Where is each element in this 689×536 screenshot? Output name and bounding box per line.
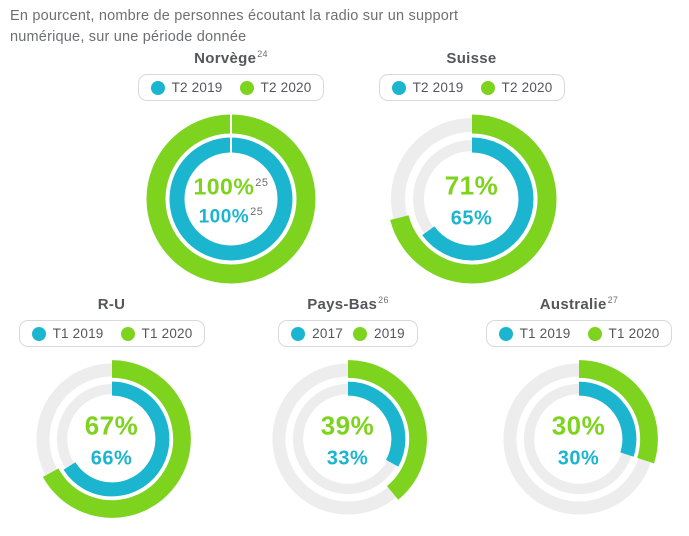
chart-pays-bas: Pays-Bas26 2017 2019 39% 33%	[233, 290, 463, 523]
teal-dot-icon	[31, 326, 46, 341]
green-dot-icon	[353, 326, 367, 341]
legend-item-new: T2 2020	[239, 80, 312, 95]
donut-suisse: 71% 65%	[382, 109, 562, 289]
legend-item-old: T2 2019	[150, 80, 223, 95]
chart-australie: Australie27 T1 2019 T1 2020 30% 30%	[464, 290, 689, 523]
donut-pays-bas: 39% 33%	[264, 355, 432, 523]
donut-australie: 30% 30%	[495, 355, 663, 523]
donut-rings	[146, 114, 316, 284]
legend-box: T1 2019 T1 2020	[485, 320, 673, 347]
donut-rings	[390, 114, 557, 284]
country-name: Suisse	[446, 50, 497, 67]
green-dot-icon	[480, 80, 495, 95]
teal-dot-icon	[150, 80, 165, 95]
chart-title: R-U	[0, 290, 227, 315]
legend-item-old: T2 2019	[391, 80, 464, 95]
country-name: Pays-Bas	[307, 296, 378, 313]
legend-label-old: T2 2019	[171, 80, 223, 95]
chart-norvege: Norvège24 T2 2019 T2 2020 100%25 100%25	[116, 44, 346, 289]
page-title-line2: numérique, sur une période donnée	[10, 29, 247, 45]
legend-label-new: 2019	[374, 326, 405, 341]
donut-ru: 67% 66%	[28, 355, 196, 523]
legend-box: T2 2019 T2 2020	[137, 74, 325, 101]
country-name: R-U	[97, 296, 126, 313]
page-title-line1: En pourcent, nombre de personnes écoutan…	[10, 8, 459, 24]
chart-title: Norvège24	[116, 44, 346, 69]
legend-item-old: 2017	[291, 326, 343, 341]
legend-box: 2017 2019	[278, 320, 418, 347]
chart-title: Australie27	[464, 290, 689, 315]
chart-title: Pays-Bas26	[233, 290, 463, 315]
legend-label-old: 2017	[312, 326, 343, 341]
legend-item-new: T1 2020	[120, 326, 193, 341]
chart-ru: R-U T1 2019 T1 2020 67% 66%	[0, 290, 227, 523]
legend-label-new: T2 2020	[501, 80, 553, 95]
legend-label-new: T2 2020	[260, 80, 312, 95]
donut-rings	[503, 360, 658, 515]
country-footnote: 26	[378, 295, 389, 305]
legend-label-new: T1 2020	[141, 326, 193, 341]
donut-rings	[272, 360, 427, 515]
legend-label-new: T1 2020	[608, 326, 660, 341]
green-dot-icon	[587, 326, 602, 341]
legend-label-old: T2 2019	[412, 80, 464, 95]
page-title: En pourcent, nombre de personnes écoutan…	[10, 6, 610, 48]
country-name: Australie	[539, 296, 607, 313]
legend-box: T1 2019 T1 2020	[18, 320, 206, 347]
legend-item-new: T1 2020	[587, 326, 660, 341]
teal-dot-icon	[498, 326, 513, 341]
green-dot-icon	[120, 326, 135, 341]
legend-item-old: T1 2019	[31, 326, 104, 341]
legend-label-old: T1 2019	[52, 326, 104, 341]
country-name: Norvège	[194, 50, 257, 67]
chart-suisse: Suisse T2 2019 T2 2020 71% 65%	[357, 44, 587, 289]
donut-rings	[36, 360, 191, 518]
teal-dot-icon	[391, 80, 406, 95]
country-footnote: 27	[607, 295, 619, 305]
legend-item-old: T1 2019	[498, 326, 571, 341]
legend-box: T2 2019 T2 2020	[378, 74, 566, 101]
donut-norvege: 100%25 100%25	[141, 109, 321, 289]
teal-dot-icon	[291, 326, 306, 341]
country-footnote: 24	[257, 49, 268, 59]
legend-label-old: T1 2019	[519, 326, 571, 341]
legend-item-new: T2 2020	[480, 80, 553, 95]
legend-item-new: 2019	[353, 326, 405, 341]
green-dot-icon	[239, 80, 254, 95]
chart-title: Suisse	[357, 44, 587, 69]
